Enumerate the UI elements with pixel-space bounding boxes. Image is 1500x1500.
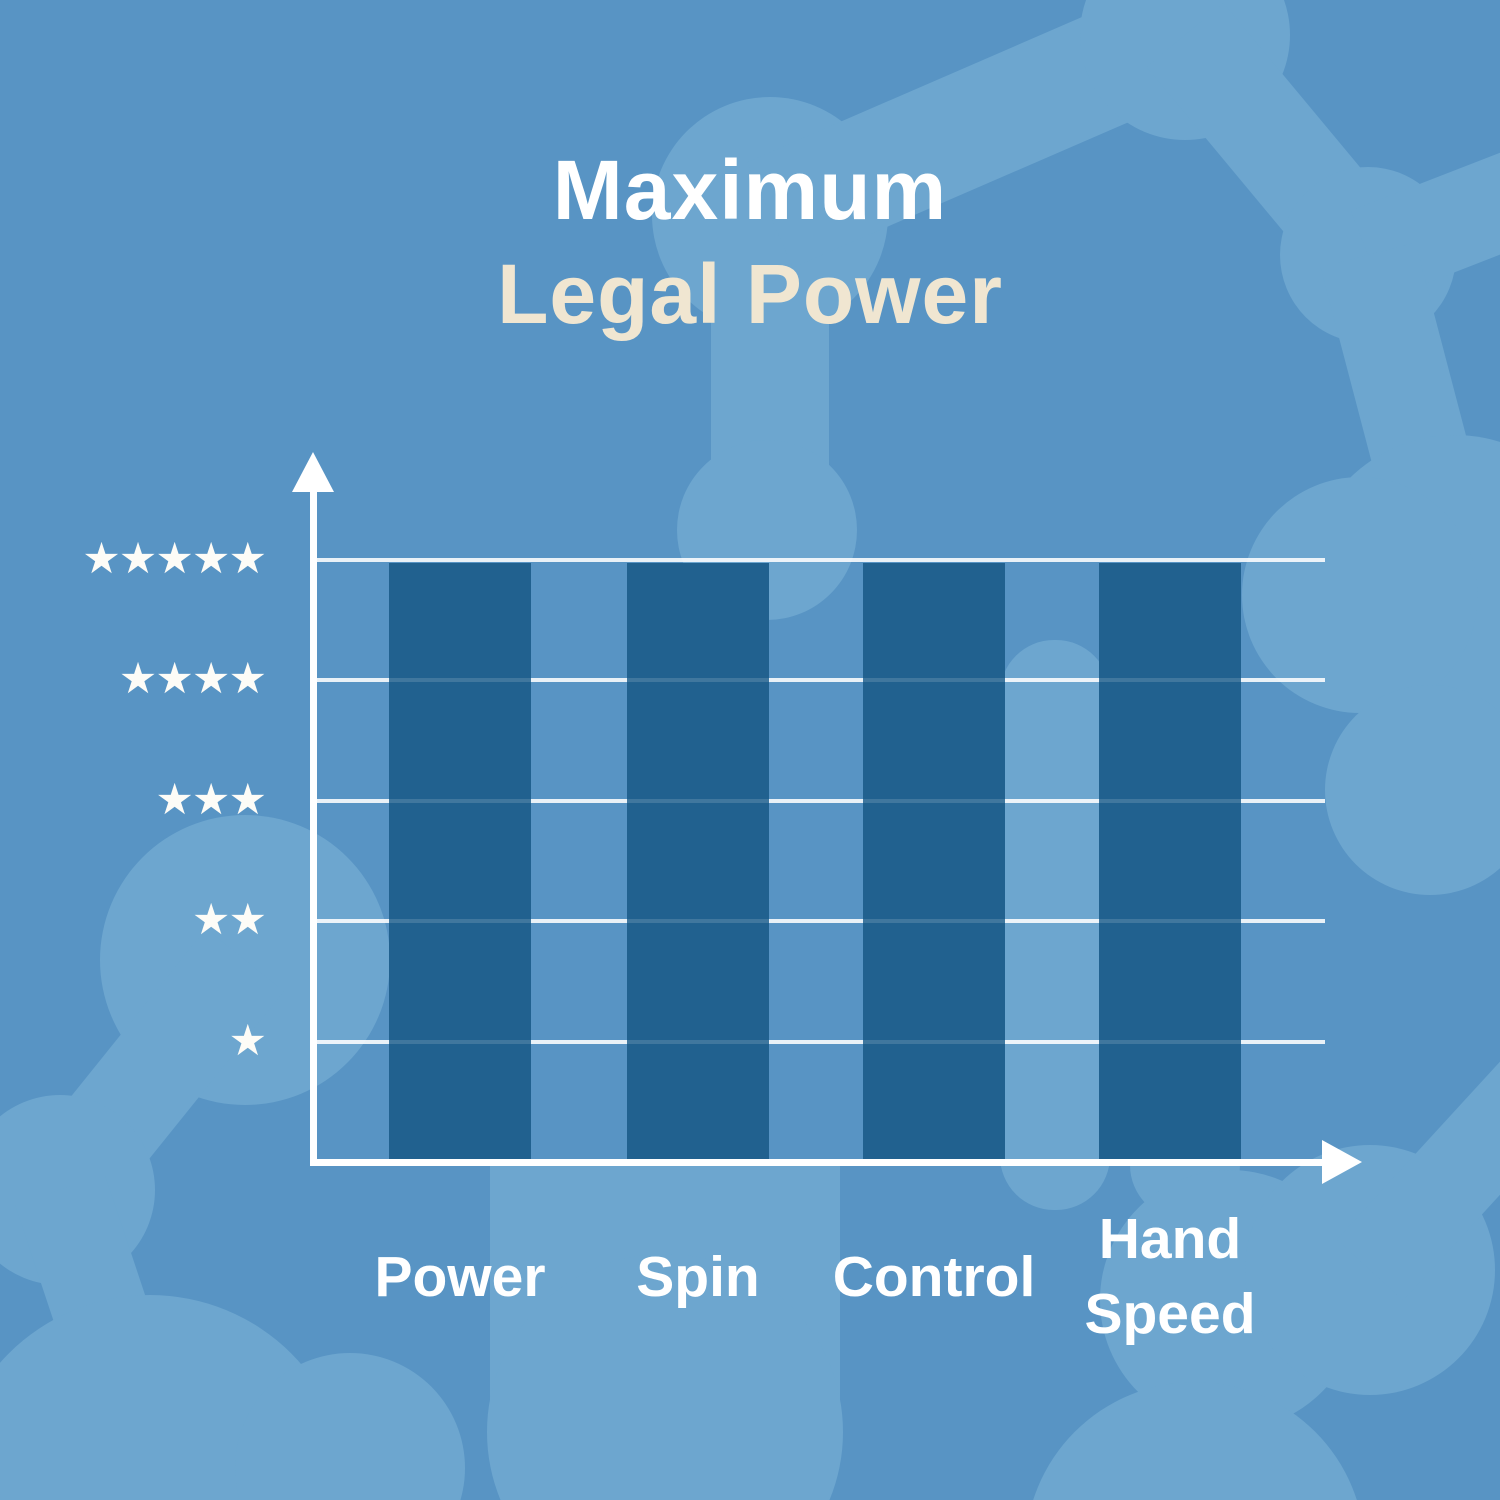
bar-spin xyxy=(627,563,769,1162)
gridline-overlay-5-stars xyxy=(313,558,1325,562)
page-title: Maximum Legal Power xyxy=(0,138,1500,346)
y-tick-3-stars-icon: ★★★ xyxy=(155,775,267,825)
bar-power xyxy=(389,563,531,1162)
y-axis-arrow-icon xyxy=(292,452,334,492)
bar-hand-speed xyxy=(1099,563,1241,1162)
y-tick-5-stars-icon: ★★★★★ xyxy=(82,534,267,584)
y-tick-4-stars-icon: ★★★★ xyxy=(118,654,267,704)
y-axis xyxy=(310,486,317,1165)
gridline-overlay-3-stars xyxy=(313,799,1325,803)
gridline-5-stars xyxy=(313,558,1325,562)
x-axis xyxy=(310,1159,1326,1166)
gridline-3-stars xyxy=(313,799,1325,803)
y-tick-2-stars-icon: ★★ xyxy=(191,895,267,945)
category-label-spin: Spin xyxy=(636,1244,760,1309)
gridline-1-stars xyxy=(313,1040,1325,1044)
gridline-4-stars xyxy=(313,678,1325,682)
bar-control xyxy=(863,563,1005,1162)
x-axis-arrow-icon xyxy=(1322,1140,1362,1184)
gridline-overlay-4-stars xyxy=(313,678,1325,682)
y-tick-1-star-icon: ★ xyxy=(228,1016,267,1066)
gridline-overlay-1-stars xyxy=(313,1040,1325,1044)
gridline-overlay-2-stars xyxy=(313,919,1325,923)
title-line-2: Legal Power xyxy=(497,247,1003,341)
category-label-hand-speed: Hand Speed xyxy=(1084,1207,1256,1346)
category-label-power: Power xyxy=(374,1244,546,1309)
gridline-2-stars xyxy=(313,919,1325,923)
category-label-control: Control xyxy=(832,1244,1036,1309)
title-line-1: Maximum xyxy=(552,143,948,237)
